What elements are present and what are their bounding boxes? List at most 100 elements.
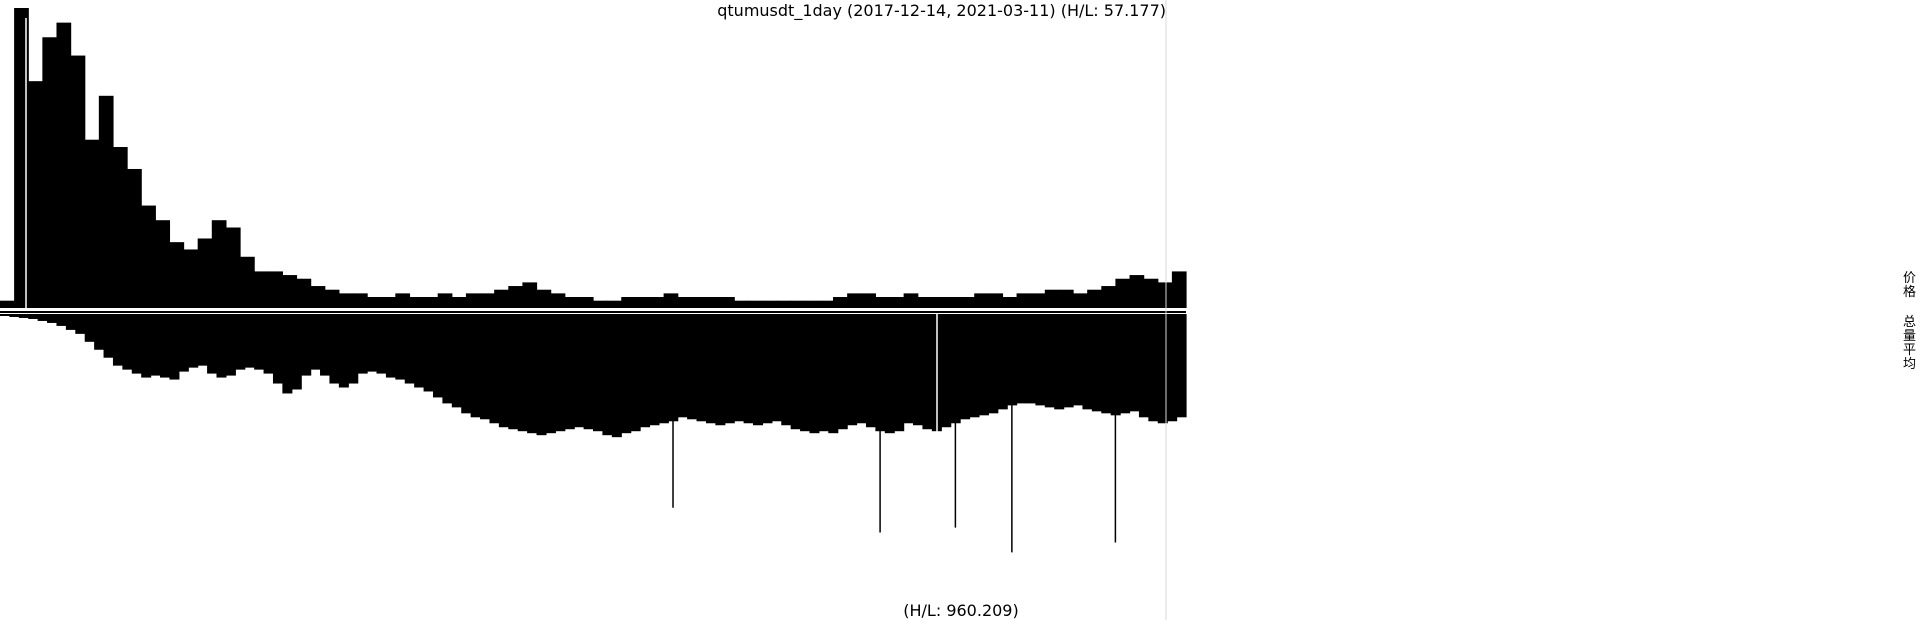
volume-bar (1044, 314, 1055, 408)
chart-title: qtumusdt_1day (2017-12-14, 2021-03-11) (… (717, 1, 1166, 21)
volume-bar (922, 314, 933, 430)
price-bar (28, 81, 43, 308)
price-bar (98, 95, 114, 308)
price-bar (931, 297, 947, 308)
volume-bar (1016, 314, 1027, 404)
volume-bar (894, 314, 905, 432)
price-bar (522, 282, 538, 308)
volume-bar (75, 314, 86, 334)
volume-bar (640, 314, 651, 428)
volume-bar (9, 314, 20, 317)
volume-bar (818, 314, 829, 432)
volume-bar (451, 314, 462, 408)
volume-bar (498, 314, 509, 428)
volume-bar (1176, 314, 1187, 418)
volume-bar (884, 314, 895, 434)
price-bar (112, 147, 128, 308)
volume-bar (837, 314, 848, 430)
price-bar (296, 278, 312, 308)
volume-bar (508, 314, 519, 430)
price-bar (1058, 289, 1074, 308)
volume-bar (291, 314, 302, 390)
price-bar (352, 293, 368, 308)
volume-bar (724, 314, 735, 424)
volume-bar (1157, 314, 1168, 424)
volume-bar (103, 314, 114, 358)
price-bar (607, 300, 622, 308)
price-bar (0, 300, 15, 308)
price-bar (451, 297, 467, 308)
price-bar (508, 286, 524, 308)
price-bar (42, 37, 58, 309)
volume-bar (941, 314, 952, 428)
price-bar (903, 293, 919, 308)
volume-bar (1148, 314, 1159, 422)
price-bar (621, 297, 636, 308)
volume-bar (207, 314, 218, 374)
volume-bar (131, 314, 142, 374)
price-bar (141, 205, 156, 308)
volume-bar (649, 314, 660, 426)
volume-bar (47, 314, 58, 323)
volume-bar (564, 314, 575, 430)
volume-bar (480, 314, 491, 420)
price-bar (480, 293, 495, 308)
volume-bar (1101, 314, 1112, 414)
volume-bar (244, 314, 255, 368)
price-bar (395, 293, 411, 308)
price-bar (84, 139, 100, 308)
volume-bar (527, 314, 538, 434)
volume-bar (621, 314, 632, 434)
price-bar (818, 300, 834, 308)
price-bar (56, 22, 72, 308)
volume-bar (1167, 314, 1178, 422)
price-bar (367, 297, 382, 308)
price-bar (1171, 271, 1187, 308)
price-bar (338, 293, 354, 308)
price-bar (536, 289, 552, 308)
chart-subtitle: (H/L: 960.209) (903, 601, 1018, 620)
volume-bar (809, 314, 820, 434)
volume-bar (28, 314, 39, 319)
price-bar (197, 238, 213, 308)
volume-bar (357, 314, 368, 374)
volume-bar (536, 314, 547, 436)
volume-bar (197, 314, 208, 366)
volume-bar (762, 314, 773, 424)
volume-bar (56, 314, 67, 326)
price-bar (847, 293, 862, 308)
volume-bar (423, 314, 434, 392)
price-bar (1030, 293, 1046, 308)
price-bar (705, 297, 721, 308)
volume-bar (1138, 314, 1149, 418)
price-bar (1115, 278, 1131, 308)
volume-bar (1054, 314, 1065, 410)
volume-bar (414, 314, 425, 388)
price-bar (649, 297, 665, 308)
price-bar (268, 271, 283, 308)
price-bar (663, 293, 679, 308)
price-bar (748, 300, 764, 308)
price-bar (1073, 293, 1088, 308)
volume-bar (65, 314, 76, 330)
volume-bar (320, 314, 331, 376)
volume-bar (743, 314, 754, 424)
price-bar (1016, 293, 1032, 308)
price-bar (381, 297, 396, 308)
volume-bar (489, 314, 500, 424)
volume-bar (404, 314, 415, 384)
volume-bar (1025, 314, 1036, 404)
price-bar (734, 300, 749, 308)
volume-bar (150, 314, 161, 376)
price-bar (550, 293, 566, 308)
volume-bar (188, 314, 199, 368)
volume-bar (122, 314, 133, 370)
price-bar (437, 293, 453, 308)
volume-bar (978, 314, 989, 416)
volume-bar (395, 314, 406, 380)
price-bar (833, 297, 848, 308)
volume-bar (329, 314, 340, 384)
price-bar (875, 297, 891, 308)
volume-bar (1120, 314, 1131, 414)
price-bar (889, 297, 905, 308)
